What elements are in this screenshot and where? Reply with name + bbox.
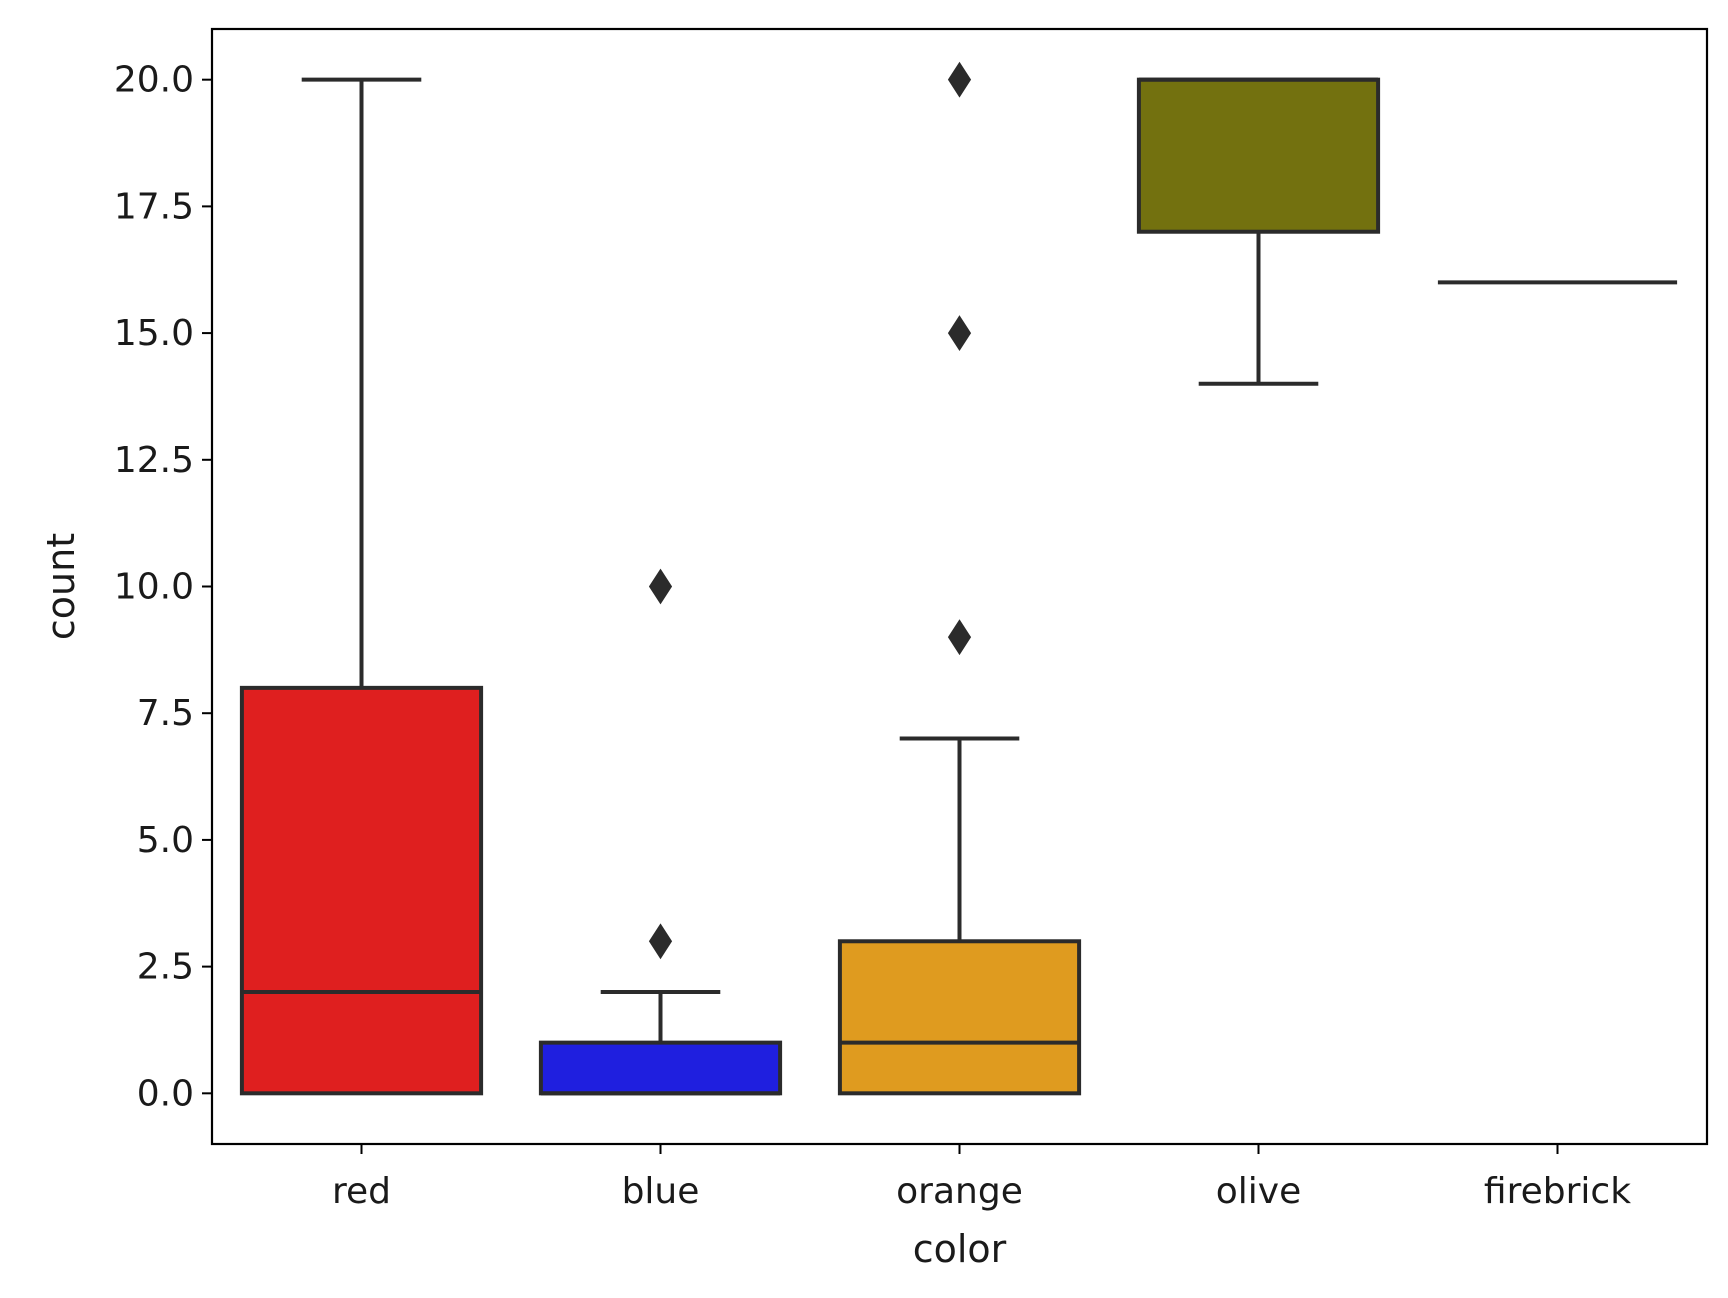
x-tick-label: blue bbox=[622, 1171, 700, 1212]
plot-area-frame bbox=[210, 27, 1709, 1146]
y-tick-label: 10.0 bbox=[114, 567, 194, 608]
x-axis-label: color bbox=[913, 1227, 1007, 1271]
y-tick-label: 5.0 bbox=[137, 820, 194, 861]
box-blue bbox=[538, 568, 783, 1096]
x-tick-label: olive bbox=[1216, 1171, 1301, 1212]
box-body bbox=[239, 685, 484, 1096]
outlier-point bbox=[947, 315, 972, 352]
box-body bbox=[1136, 77, 1381, 234]
y-tick-label: 17.5 bbox=[114, 186, 194, 227]
boxes-layer bbox=[239, 61, 1678, 1096]
x-tick-label: firebrick bbox=[1484, 1171, 1631, 1212]
y-tick-label: 20.0 bbox=[114, 60, 194, 101]
y-axis-ticks: 0.0 2.5 5.0 7.5 10.0 12.5 15.0 17.5 20.0 bbox=[114, 60, 212, 1114]
y-tick-label: 0.0 bbox=[137, 1073, 194, 1114]
outlier-point bbox=[648, 568, 673, 605]
y-axis-label: count bbox=[39, 533, 83, 640]
x-tick-label: red bbox=[332, 1171, 391, 1212]
box-red bbox=[239, 77, 484, 1096]
x-axis-ticks: red blue orange olive firebrick bbox=[332, 1144, 1631, 1212]
outlier-point bbox=[648, 923, 673, 960]
box-body bbox=[538, 1040, 783, 1096]
outlier-point bbox=[947, 61, 972, 98]
box-olive bbox=[1136, 77, 1381, 386]
x-tick-label: orange bbox=[896, 1171, 1023, 1212]
y-tick-label: 12.5 bbox=[114, 440, 194, 481]
box-orange bbox=[837, 61, 1082, 1096]
outlier-point bbox=[947, 619, 972, 656]
box-body bbox=[837, 939, 1082, 1096]
y-tick-label: 2.5 bbox=[137, 947, 194, 988]
y-tick-label: 15.0 bbox=[114, 313, 194, 354]
y-tick-label: 7.5 bbox=[137, 693, 194, 734]
